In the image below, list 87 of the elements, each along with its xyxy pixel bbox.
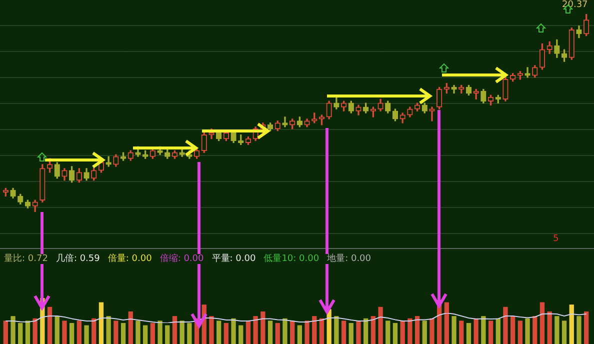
bar bbox=[260, 311, 266, 344]
bar bbox=[319, 318, 324, 344]
bar bbox=[510, 316, 516, 344]
bar bbox=[32, 318, 38, 344]
bar bbox=[356, 320, 361, 344]
bar bbox=[518, 320, 523, 344]
bar bbox=[569, 304, 574, 344]
text: 5 bbox=[553, 234, 559, 244]
bar bbox=[326, 309, 332, 344]
bar bbox=[562, 320, 567, 344]
bar bbox=[47, 306, 52, 344]
bar bbox=[54, 316, 60, 344]
bar bbox=[334, 316, 339, 344]
text: 量比: 0.72 bbox=[2, 254, 50, 264]
bar bbox=[496, 318, 500, 344]
bar bbox=[231, 318, 236, 344]
bar bbox=[540, 302, 545, 344]
bar bbox=[430, 318, 434, 344]
candlestick bbox=[429, 106, 435, 122]
text: 低量10: 0.00 bbox=[262, 254, 322, 264]
bar bbox=[268, 320, 273, 344]
bar bbox=[297, 325, 302, 344]
bar bbox=[363, 318, 368, 344]
bar bbox=[25, 320, 30, 344]
bar bbox=[114, 320, 118, 344]
bar bbox=[341, 320, 346, 344]
bar bbox=[216, 320, 222, 344]
bar bbox=[3, 320, 8, 344]
bar bbox=[503, 306, 508, 344]
bar bbox=[224, 322, 229, 344]
bar bbox=[474, 318, 478, 344]
bar bbox=[481, 316, 486, 344]
candlestick bbox=[106, 156, 112, 167]
bar bbox=[10, 316, 16, 344]
text: 几倍: 0.59 bbox=[54, 254, 102, 264]
bar bbox=[92, 318, 96, 344]
text: 地量: 0.00 bbox=[325, 254, 374, 264]
bar bbox=[253, 316, 258, 344]
bar bbox=[400, 320, 405, 344]
text: 平量: 0.00 bbox=[210, 254, 258, 264]
bar bbox=[554, 316, 560, 344]
bar bbox=[348, 322, 354, 344]
bar bbox=[136, 320, 140, 344]
bar bbox=[290, 320, 295, 344]
bar bbox=[466, 322, 472, 344]
bar bbox=[150, 322, 156, 344]
bar bbox=[106, 316, 111, 344]
bar bbox=[69, 322, 74, 344]
bar bbox=[120, 322, 126, 344]
bar bbox=[128, 311, 133, 344]
bar bbox=[304, 320, 310, 344]
bar bbox=[414, 316, 420, 344]
bar bbox=[378, 306, 383, 344]
bar bbox=[386, 320, 390, 344]
bar bbox=[18, 322, 23, 344]
text: 20.37 bbox=[562, 0, 588, 10]
bar bbox=[62, 320, 67, 344]
bar bbox=[142, 325, 148, 344]
bar bbox=[158, 320, 162, 344]
bar bbox=[84, 325, 89, 344]
text: 倍缩: 0.00 bbox=[158, 254, 206, 264]
text: 倍量: 0.00 bbox=[106, 254, 154, 264]
bar bbox=[172, 316, 178, 344]
bar bbox=[180, 320, 184, 344]
bar bbox=[238, 325, 244, 344]
bar bbox=[452, 316, 456, 344]
bar bbox=[209, 316, 214, 344]
bar bbox=[246, 320, 251, 344]
bar bbox=[525, 318, 530, 344]
bar bbox=[459, 320, 464, 344]
bar bbox=[584, 311, 589, 344]
bar bbox=[76, 320, 82, 344]
bar bbox=[165, 325, 170, 344]
bar bbox=[98, 302, 104, 344]
bar bbox=[282, 318, 288, 344]
bar bbox=[532, 316, 538, 344]
bar bbox=[422, 320, 427, 344]
bar bbox=[488, 320, 494, 344]
bar bbox=[187, 322, 192, 344]
bar bbox=[370, 316, 376, 344]
bar bbox=[275, 322, 280, 344]
bar bbox=[547, 311, 552, 344]
bar bbox=[392, 322, 398, 344]
bar bbox=[408, 318, 412, 344]
bar bbox=[312, 316, 317, 344]
bar bbox=[576, 316, 582, 344]
bar bbox=[444, 302, 450, 344]
